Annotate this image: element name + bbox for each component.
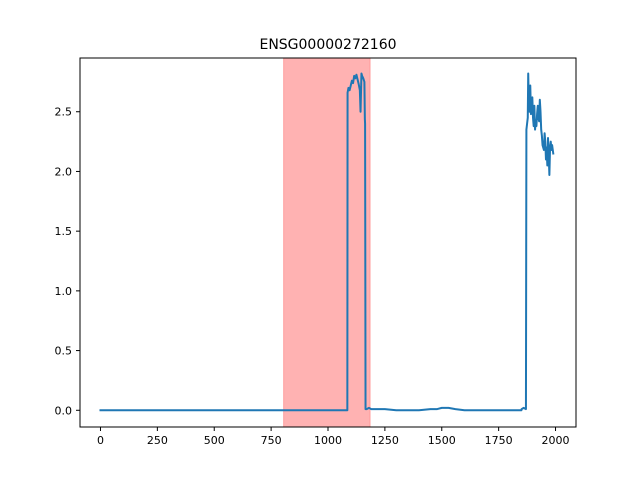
x-tick-label: 250 xyxy=(147,434,168,447)
y-tick-label: 0.5 xyxy=(55,345,73,358)
x-tick-label: 0 xyxy=(97,434,104,447)
x-tick-label: 500 xyxy=(204,434,225,447)
series-line-0 xyxy=(99,72,555,412)
x-tick-label: 1250 xyxy=(371,434,399,447)
highlight-region xyxy=(283,57,371,428)
x-tick-label: 2000 xyxy=(542,434,570,447)
y-tick-label: 2.5 xyxy=(55,106,73,119)
x-tick-label: 750 xyxy=(261,434,282,447)
x-tick-label: 1000 xyxy=(314,434,342,447)
y-tick-label: 1.0 xyxy=(55,285,73,298)
x-tick-label: 1500 xyxy=(428,434,456,447)
y-tick-label: 2.0 xyxy=(55,165,73,178)
y-tick-label: 1.5 xyxy=(55,225,73,238)
x-tick-label: 1750 xyxy=(485,434,513,447)
y-tick-label: 0.0 xyxy=(55,404,73,417)
plot-area: 0 250 500 750 1000 1250 1500 1750 2000 0.0 0.5 1.0 1… xyxy=(55,57,577,447)
chart-title: ENSG00000272160 xyxy=(259,37,396,53)
